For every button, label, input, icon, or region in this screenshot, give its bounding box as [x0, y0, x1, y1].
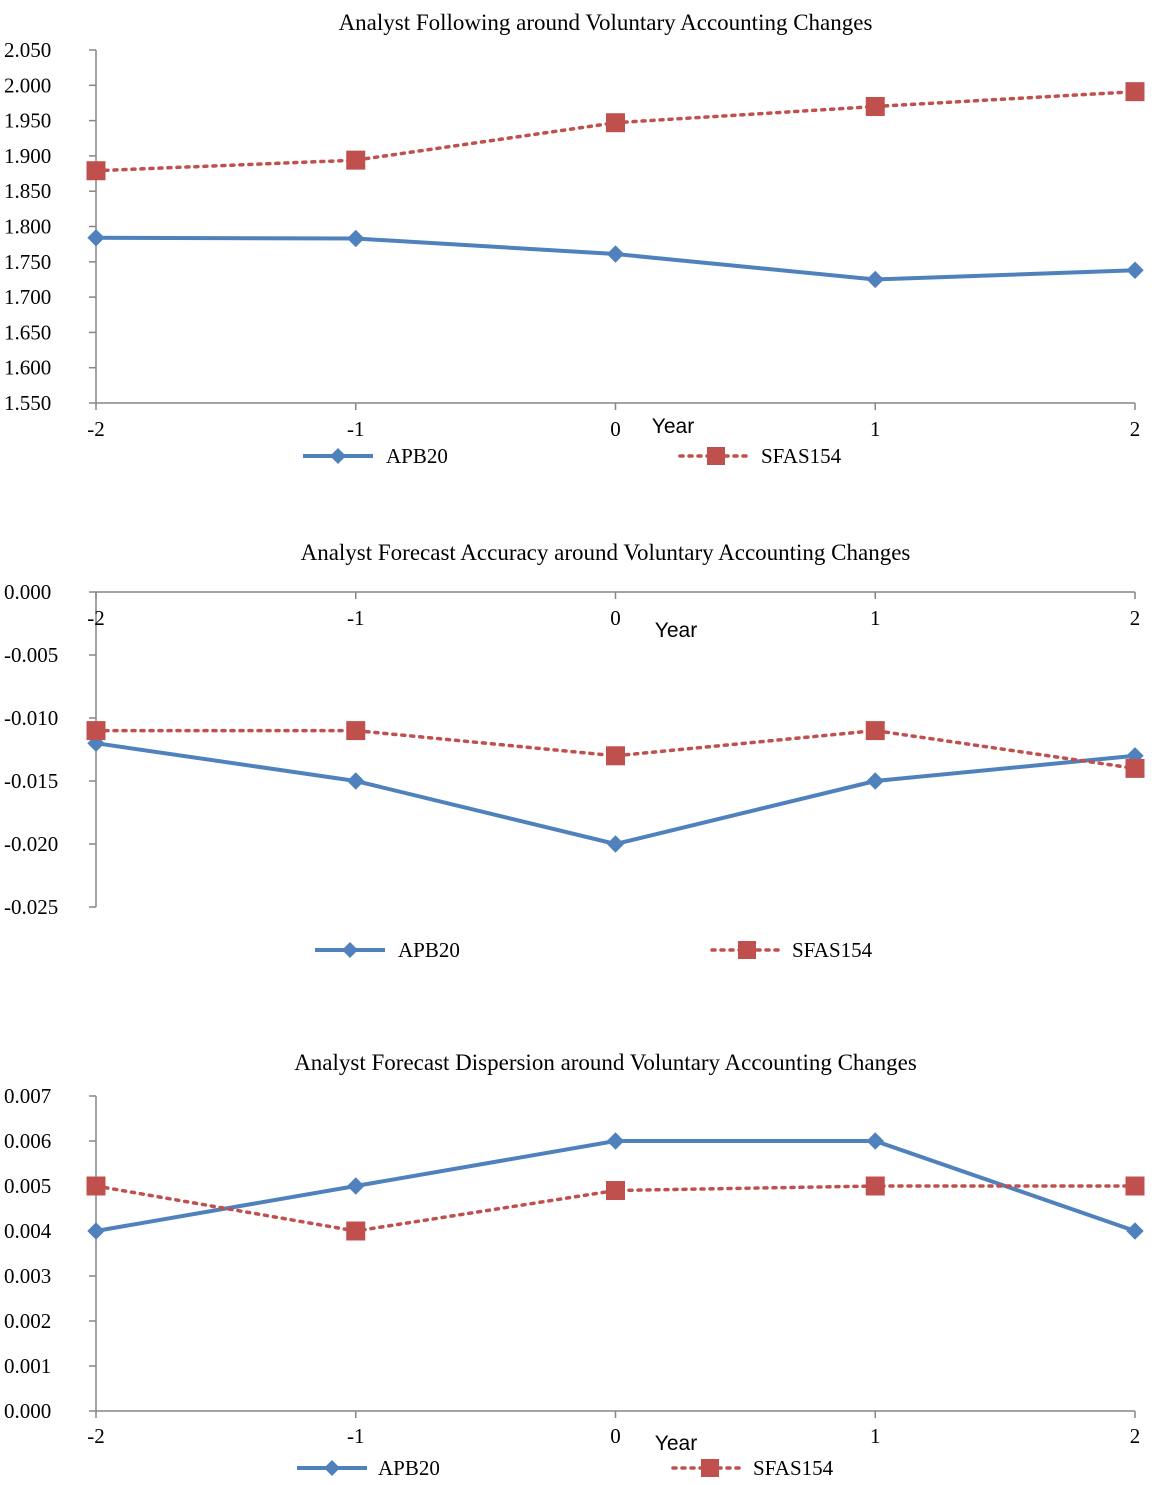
data-point-diamond [866, 772, 884, 790]
x-tick-label: -1 [347, 1424, 365, 1448]
data-point-square [86, 161, 106, 181]
chart-2: Analyst Forecast Accuracy around Volunta… [4, 540, 1145, 962]
y-tick-label: 1.850 [4, 179, 51, 203]
chart-title: Analyst Forecast Accuracy around Volunta… [301, 540, 911, 565]
x-axis-title: Year [652, 415, 694, 438]
data-point-square [346, 721, 366, 741]
y-tick-label: 1.800 [4, 215, 51, 239]
x-tick-label: -2 [87, 417, 105, 441]
x-tick-label: 0 [610, 1424, 621, 1448]
y-tick-label: 1.750 [4, 250, 51, 274]
legend-swatch-square [701, 1459, 719, 1477]
y-tick-label: 1.700 [4, 285, 51, 309]
data-point-square [606, 746, 625, 766]
data-point-square [86, 721, 106, 741]
y-tick-label: 1.900 [4, 144, 51, 168]
legend-swatch-square [707, 447, 725, 465]
chart-1: Analyst Following around Voluntary Accou… [4, 10, 1145, 468]
legend-swatch-diamond [324, 1460, 340, 1476]
x-tick-label: -1 [347, 417, 365, 441]
series-apb20 [87, 229, 1144, 289]
data-point-diamond [87, 1222, 105, 1240]
y-tick-label: 1.600 [4, 356, 51, 380]
series-sfas154 [86, 1176, 1145, 1241]
x-tick-label: 2 [1130, 606, 1141, 630]
x-tick-label: -2 [87, 1424, 105, 1448]
data-point-square [346, 150, 366, 170]
data-point-square [606, 1181, 625, 1200]
x-tick-label: -2 [87, 606, 105, 630]
legend-swatch-diamond [330, 448, 346, 464]
legend: APB20 SFAS154 [303, 444, 842, 468]
y-tick-label: 2.050 [4, 38, 51, 62]
x-tick-label: 2 [1130, 417, 1141, 441]
data-point-diamond [1126, 261, 1144, 279]
x-tick-label: -1 [347, 606, 365, 630]
data-point-diamond [866, 270, 884, 289]
y-tick-label: 0.005 [4, 1174, 51, 1198]
legend: APB20 SFAS154 [315, 938, 873, 962]
data-point-square [865, 1176, 885, 1196]
chart-title: Analyst Forecast Dispersion around Volun… [294, 1050, 917, 1075]
legend-label: SFAS154 [761, 444, 842, 468]
legend-label: APB20 [378, 1456, 440, 1480]
series-sfas154 [86, 721, 1145, 778]
data-point-diamond [87, 229, 105, 247]
data-point-diamond [347, 1177, 365, 1195]
data-point-diamond [606, 245, 625, 263]
data-point-square [865, 721, 885, 741]
chart-title: Analyst Following around Voluntary Accou… [339, 10, 873, 35]
y-tick-label: 1.550 [4, 391, 51, 415]
legend-swatch-square [738, 941, 756, 959]
y-tick-label: -0.015 [4, 769, 58, 793]
legend-label: SFAS154 [753, 1456, 834, 1480]
y-tick-label: 1.950 [4, 109, 51, 133]
y-tick-label: 0.006 [4, 1129, 51, 1153]
data-point-diamond [347, 772, 365, 790]
y-tick-label: -0.020 [4, 832, 58, 856]
y-tick-label: 0.003 [4, 1264, 51, 1288]
data-point-square [86, 1176, 106, 1196]
chart-3: Analyst Forecast Dispersion around Volun… [4, 1050, 1145, 1480]
y-tick-label: -0.005 [4, 643, 58, 667]
y-tick-label: 0.000 [4, 580, 51, 604]
legend-label: APB20 [398, 938, 460, 962]
y-tick-label: 0.002 [4, 1309, 51, 1333]
data-point-diamond [866, 1132, 884, 1150]
series-apb20 [87, 1132, 1144, 1240]
legend-label: APB20 [386, 444, 448, 468]
y-tick-label: 0.001 [4, 1354, 51, 1378]
y-tick-label: 0.004 [4, 1219, 52, 1243]
y-tick-label: 0.000 [4, 1399, 51, 1423]
y-tick-label: 1.650 [4, 320, 51, 344]
x-axis-title: Year [655, 619, 697, 642]
data-point-diamond [1126, 1222, 1144, 1240]
y-tick-label: 2.000 [4, 73, 51, 97]
data-point-diamond [347, 229, 365, 248]
legend: APB20 SFAS154 [297, 1456, 834, 1480]
y-tick-label: -0.025 [4, 895, 58, 919]
x-tick-label: 1 [870, 417, 881, 441]
legend-label: SFAS154 [792, 938, 873, 962]
data-point-square [606, 113, 625, 133]
y-tick-label: 0.007 [4, 1084, 51, 1108]
x-tick-label: 0 [610, 417, 621, 441]
data-point-square [1125, 82, 1145, 102]
series-sfas154 [86, 82, 1145, 181]
x-tick-label: 1 [870, 1424, 881, 1448]
x-tick-label: 0 [610, 606, 621, 630]
legend-swatch-diamond [342, 942, 358, 958]
data-point-square [1125, 1176, 1145, 1196]
x-axis-title: Year [655, 1432, 697, 1455]
x-tick-label: 2 [1130, 1424, 1141, 1448]
data-point-square [346, 1221, 366, 1241]
y-tick-label: -0.010 [4, 706, 58, 730]
data-point-diamond [606, 1132, 625, 1150]
data-point-square [865, 96, 885, 116]
data-point-square [1125, 758, 1145, 778]
x-tick-label: 1 [870, 606, 881, 630]
data-point-diamond [606, 835, 625, 853]
